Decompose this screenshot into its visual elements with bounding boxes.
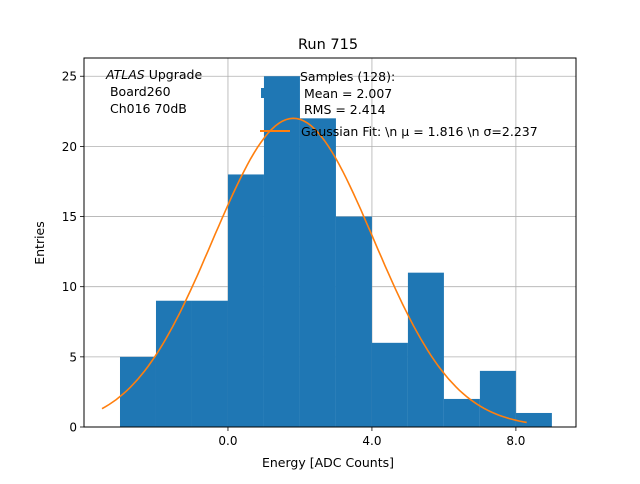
histogram-bar (299, 118, 336, 427)
y-tick-label: 25 (62, 70, 77, 84)
histogram-bar (263, 76, 300, 428)
y-tick-label: 15 (62, 210, 77, 224)
legend-fit: Gaussian Fit: \n μ = 1.816 \n σ=2.237 (301, 124, 538, 139)
legend-samples: Samples (128): (300, 69, 395, 84)
axes-frame (83, 57, 577, 428)
legend-histogram-swatch (261, 88, 270, 98)
legend: Samples (128): Mean = 2.007 RMS = 2.414 … (260, 69, 538, 139)
legend-rms: RMS = 2.414 (300, 102, 386, 117)
histogram-bar (155, 300, 192, 427)
gaussian-fit-curve (101, 117, 527, 424)
x-axis-label: Energy [ADC Counts] (262, 455, 394, 470)
y-axis-label: Entries (32, 221, 47, 265)
legend-mean: Mean = 2.007 (300, 86, 392, 101)
x-tick-label: 4.0 (362, 434, 381, 448)
svg-text:ATLAS Upgrade: ATLAS Upgrade (105, 67, 202, 82)
histogram-bar (227, 174, 264, 427)
histogram-bar (407, 272, 444, 427)
annotation-atlas: ATLAS (105, 67, 145, 82)
x-tick-label: 0.0 (218, 434, 237, 448)
y-tick-label: 5 (69, 350, 77, 364)
chart-title: Run 715 (298, 37, 358, 53)
histogram-bar (335, 216, 372, 427)
histogram-bar (191, 300, 228, 427)
histogram-bar (371, 342, 408, 427)
annotation-board: Board260 (106, 84, 171, 99)
histogram-bar (515, 412, 552, 427)
y-tick-label: 20 (62, 140, 77, 154)
annotation: ATLAS Upgrade Board260 Ch016 70dB (105, 67, 202, 116)
x-tick-label: 8.0 (506, 434, 525, 448)
y-tick-label: 10 (62, 280, 77, 294)
y-tick-label: 0 (69, 421, 77, 435)
ticks: 0.0 4.0 8.0 0 5 10 15 20 25 (62, 70, 526, 448)
gaussian-fit (101, 117, 527, 424)
annotation-upgrade: Upgrade (145, 67, 203, 82)
histogram-bar (479, 370, 516, 427)
annotation-channel: Ch016 70dB (106, 101, 187, 116)
histogram-bar (443, 398, 480, 427)
